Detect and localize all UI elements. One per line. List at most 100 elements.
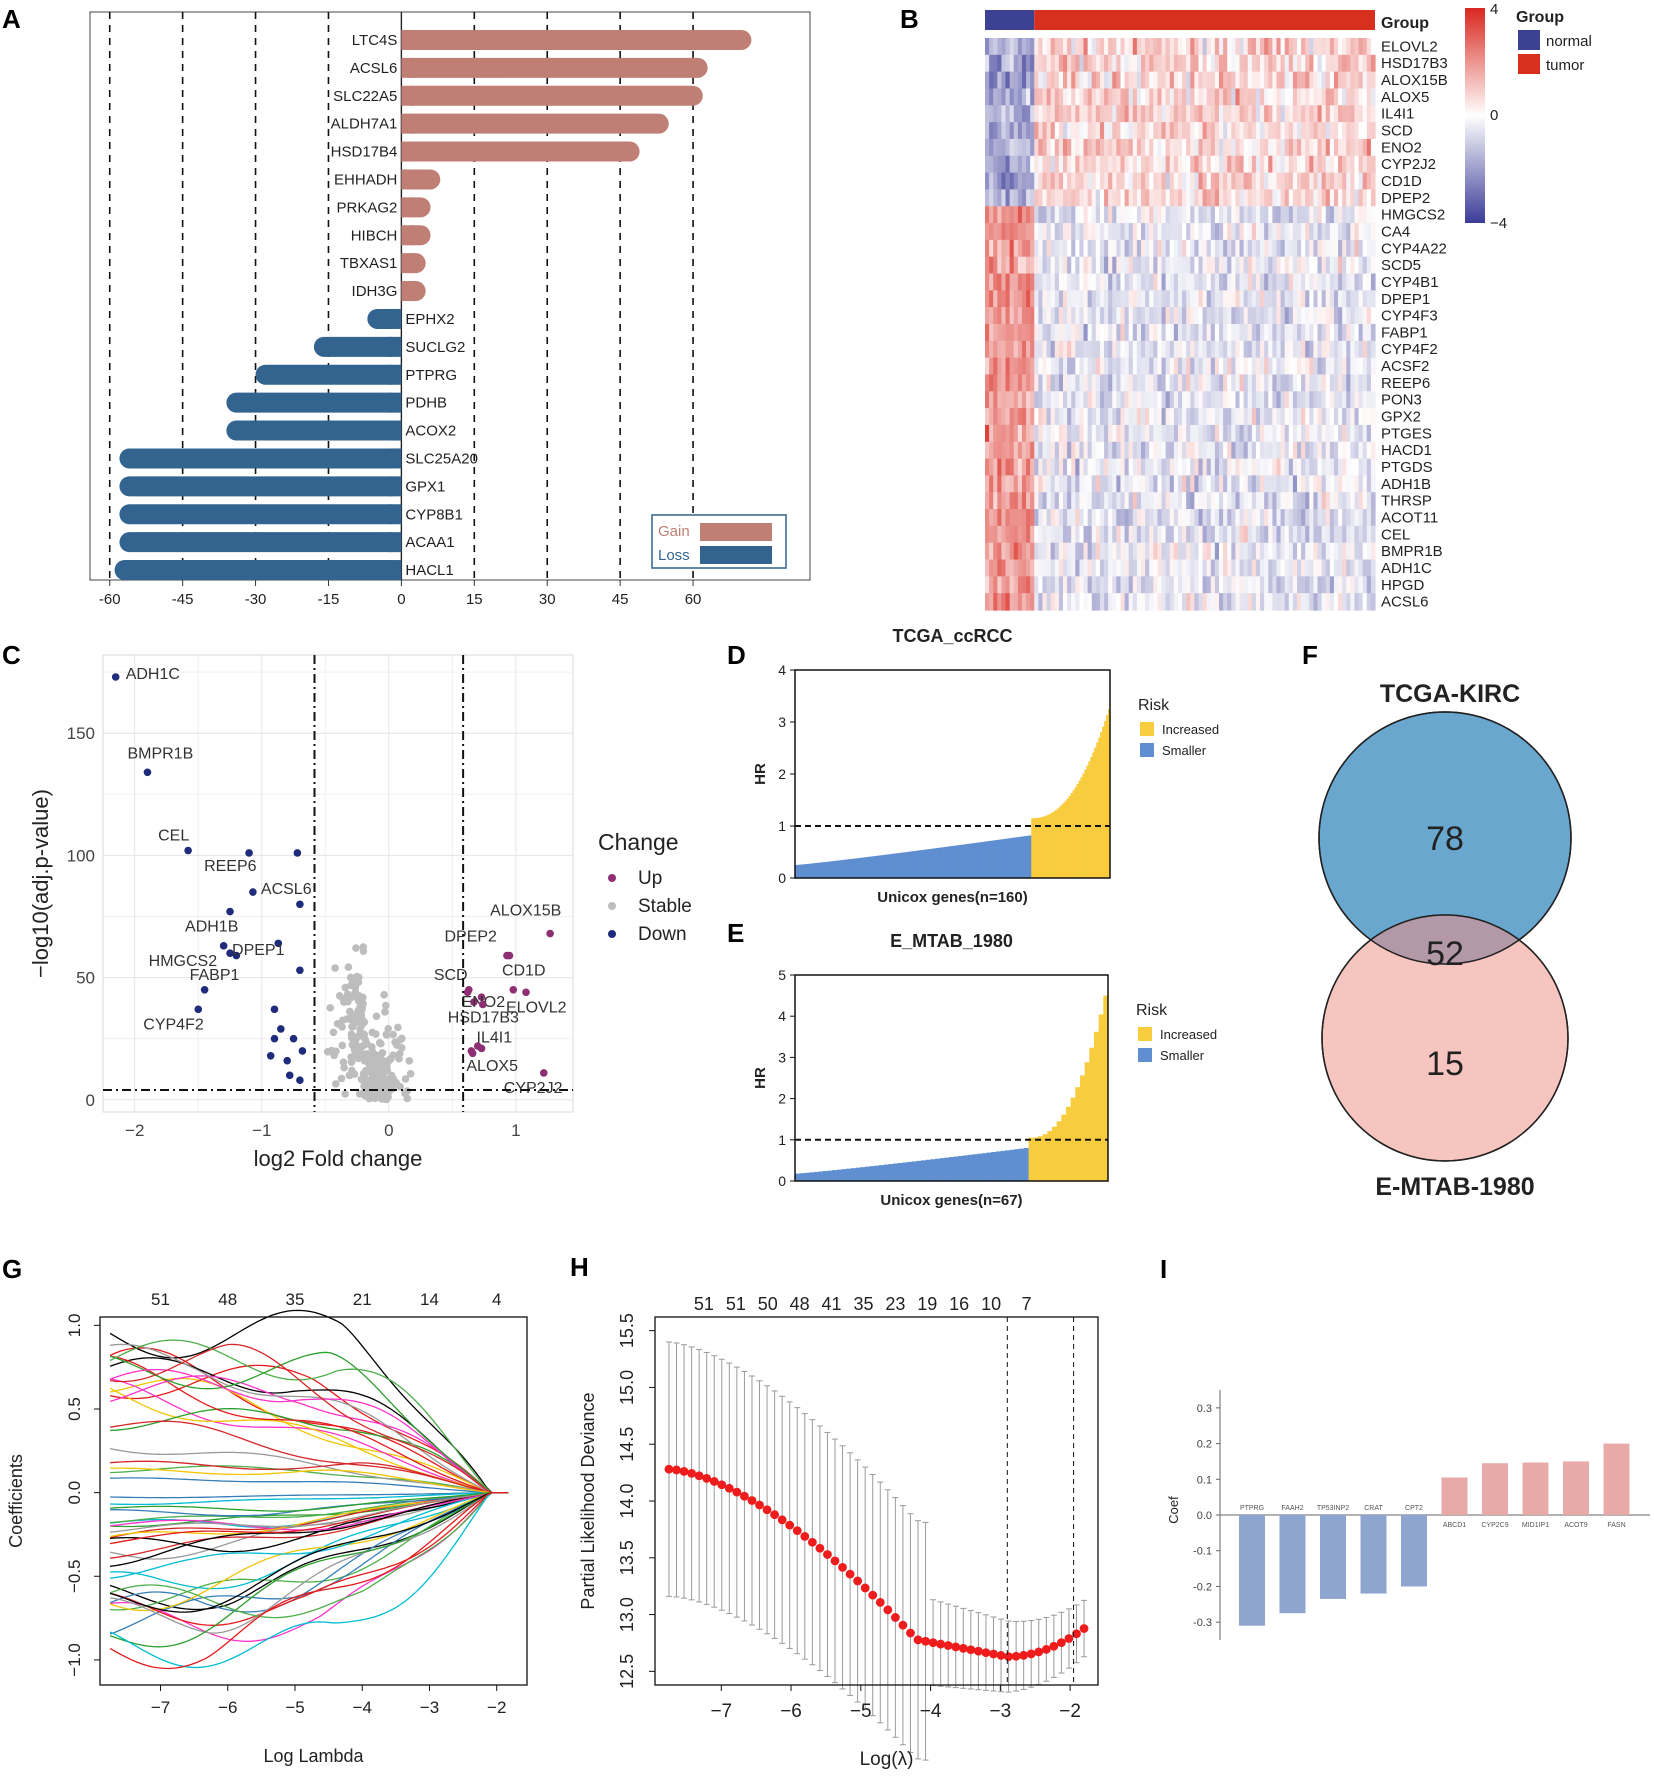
heatmap-cell [1128,71,1134,90]
heatmap-cell [1272,223,1278,241]
heatmap-cell [1297,290,1302,308]
heatmap-cell [1350,542,1356,561]
bar-cap [389,392,402,413]
heatmap-cell [1099,290,1105,308]
heatmap-cell [1370,424,1376,443]
heatmap-cell [1305,307,1310,325]
heatmap-cell [1223,441,1228,460]
point-stable [332,1080,340,1088]
top-tick-label: 51 [151,1290,170,1309]
heatmap-cell [1325,155,1331,174]
heatmap-cell [1001,290,1007,308]
heatmap-cell [1251,576,1257,594]
heatmap-cell [1182,559,1187,577]
cv-point [709,1477,719,1486]
heatmap-cell [1153,88,1159,106]
heatmap-cell [1042,324,1048,342]
heatmap-cell [1026,475,1031,493]
heatmap-cell [1325,542,1331,561]
heatmap-cell [1264,307,1269,325]
heatmap-cell [1177,307,1183,325]
heatmap-cell [1297,239,1302,258]
heatmap-cell [1087,38,1093,56]
heatmap-cell [1005,492,1011,510]
legend-label: Stable [638,896,692,917]
heatmap-cell [1325,324,1331,342]
hr-bar [867,856,871,878]
heatmap-cell [1247,206,1253,224]
heatmap-cell [1231,138,1237,157]
heatmap-cell [1321,189,1327,207]
coefficient-path [110,1491,509,1499]
heatmap-cell [1190,340,1195,359]
heatmap-cell [1141,239,1146,258]
heatmap-cell [1255,559,1261,577]
heatmap-cell [1338,340,1343,359]
heatmap-cell [1157,155,1163,174]
hr-bar [999,839,1003,878]
hr-bar [924,849,928,878]
heatmap-cell [1338,122,1343,140]
heatmap-cell [1038,290,1044,308]
heatmap-cell [1346,256,1351,275]
heatmap-cell [1079,408,1085,426]
heatmap-cell [1017,374,1023,392]
heatmap-cell [1132,424,1138,443]
heatmap-cell [1141,155,1146,174]
heatmap-cell [1231,155,1237,174]
legend-tumor-label: tumor [1546,57,1584,74]
hr-bar [881,855,885,878]
heatmap-cell [1239,576,1245,594]
heatmap-cell [1132,273,1138,291]
heatmap-cell [1026,54,1031,73]
heatmap-cell [1342,38,1347,56]
y-tick-label: 50 [76,969,95,988]
heatmap-cell [1202,273,1208,291]
heatmap-cell [1136,138,1142,157]
heatmap-cell [1038,576,1044,594]
heatmap-cell [1260,374,1265,392]
heatmap-cell [1280,256,1286,275]
heatmap-cell [1104,307,1109,325]
cv-point [853,1576,863,1586]
row-label: HSD17B3 [1381,55,1448,72]
heatmap-cell [1087,290,1093,308]
heatmap-cell [1223,542,1228,561]
heatmap-cell [1104,391,1109,409]
heatmap-cell [1317,273,1323,291]
heatmap-cell [1280,38,1286,56]
heatmap-cell [1309,290,1315,308]
heatmap-cell [1030,256,1035,275]
heatmap-cell [1346,324,1351,342]
heatmap-cell [1005,256,1011,275]
heatmap-cell [1017,239,1023,258]
heatmap-cell [1260,223,1265,241]
heatmap-cell [1276,223,1282,241]
heatmap-cell [1202,576,1208,594]
heatmap-cell [1116,223,1122,241]
heatmap-cell [1186,357,1191,376]
heatmap-cell [1046,509,1052,527]
heatmap-cell [1219,71,1224,90]
heatmap-cell [1325,357,1331,376]
point-elovl2 [522,988,530,997]
heatmap-cell [1079,576,1085,594]
heatmap-cell [1186,290,1191,308]
heatmap-cell [1366,509,1372,527]
heatmap-cell [1173,408,1179,426]
heatmap-cell [1309,54,1315,73]
heatmap-cell [993,122,998,140]
heatmap-cell [1132,189,1138,207]
heatmap-cell [1280,71,1286,90]
hr-bar [888,1164,894,1181]
coefficient-path [110,1491,509,1512]
heatmap-cell [1223,71,1228,90]
panel-title: TCGA_ccRCC [892,626,1012,646]
heatmap-cell [1370,38,1376,56]
heatmap-cell [1276,172,1282,191]
heatmap-cell [1136,408,1142,426]
heatmap-cell [1075,408,1081,426]
heatmap-cell [1186,189,1191,207]
heatmap-cell [1124,54,1130,73]
heatmap-cell [1145,189,1150,207]
